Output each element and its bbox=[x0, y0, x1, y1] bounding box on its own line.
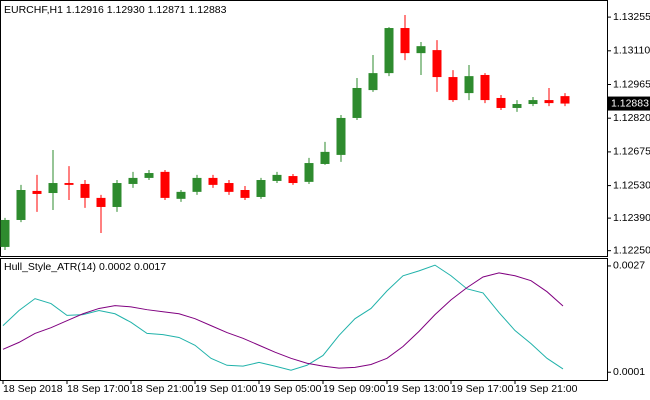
y-tick-label: 1.12530 bbox=[613, 179, 650, 191]
price-tag bbox=[608, 96, 650, 111]
y-tick-label: 1.12965 bbox=[613, 78, 650, 90]
candle-body bbox=[528, 100, 538, 105]
candle-body bbox=[272, 174, 282, 181]
y-tick-label: 0.0001 bbox=[613, 366, 645, 378]
candle-body bbox=[112, 183, 122, 207]
y-tick-label: 1.13255 bbox=[613, 11, 650, 23]
x-tick-label: 18 Sep 17:00 bbox=[67, 383, 130, 395]
candle-body bbox=[416, 46, 426, 54]
symbol: EURCHF,H1 bbox=[4, 4, 63, 16]
candle-body bbox=[96, 197, 106, 207]
candle-body bbox=[352, 87, 362, 118]
x-tick-label: 19 Sep 13:00 bbox=[387, 383, 450, 395]
candle-body bbox=[64, 183, 74, 185]
candle-body bbox=[336, 117, 346, 155]
indicator-value: 0.0002 bbox=[99, 261, 131, 273]
ohlc-value: 1.12916 bbox=[66, 4, 104, 16]
candle-body bbox=[320, 151, 330, 164]
candle-body bbox=[464, 76, 474, 94]
ohlc-value: 1.12883 bbox=[189, 4, 227, 16]
candle-body bbox=[32, 190, 42, 194]
x-tick-label: 18 Sep 21:00 bbox=[131, 383, 194, 395]
main-pane bbox=[0, 0, 608, 257]
candle-body bbox=[224, 183, 234, 192]
y-tick-label: 1.13110 bbox=[613, 45, 650, 57]
chart-title: EURCHF,H1 1.12916 1.12930 1.12871 1.1288… bbox=[4, 4, 227, 16]
indicator-line bbox=[2, 272, 564, 369]
candle-body bbox=[80, 183, 90, 198]
candle-body bbox=[176, 191, 186, 199]
candle-body bbox=[432, 50, 442, 78]
candle-body bbox=[512, 104, 522, 108]
x-tick-label: 19 Sep 21:00 bbox=[515, 383, 578, 395]
x-tick-label: 19 Sep 01:00 bbox=[195, 383, 258, 395]
candle-body bbox=[304, 163, 314, 182]
candle-body bbox=[288, 176, 298, 184]
candle-body bbox=[544, 100, 554, 104]
candle-body bbox=[128, 177, 138, 184]
candle-body bbox=[368, 73, 378, 91]
candle-body bbox=[448, 77, 458, 101]
x-tick-label: 19 Sep 09:00 bbox=[323, 383, 386, 395]
ohlc-value: 1.12930 bbox=[107, 4, 145, 16]
x-tick-label: 19 Sep 05:00 bbox=[259, 383, 322, 395]
ohlc-value: 1.12871 bbox=[148, 4, 186, 16]
candle-body bbox=[192, 177, 202, 192]
current-price: 1.12883 bbox=[611, 97, 649, 109]
candle-body bbox=[160, 171, 170, 198]
indicator-pane bbox=[0, 258, 608, 381]
candle-body bbox=[256, 180, 266, 197]
candle-body bbox=[400, 28, 410, 54]
y-tick-label: 1.12390 bbox=[613, 212, 650, 224]
candle-body bbox=[240, 190, 250, 198]
candle-body bbox=[48, 183, 58, 194]
candle-body bbox=[384, 28, 394, 74]
candle-body bbox=[560, 96, 570, 104]
indicator-value: 0.0017 bbox=[134, 261, 166, 273]
candle-body bbox=[480, 74, 490, 101]
candle-body bbox=[0, 219, 10, 247]
y-tick-label: 1.12675 bbox=[613, 146, 650, 158]
candle-body bbox=[496, 97, 506, 108]
candle-body bbox=[16, 190, 26, 220]
candle-body bbox=[208, 177, 218, 185]
x-tick-label: 19 Sep 17:00 bbox=[451, 383, 514, 395]
indicator-line bbox=[2, 264, 564, 371]
x-tick-label: 18 Sep 2018 bbox=[3, 383, 63, 395]
y-tick-label: 1.12820 bbox=[613, 112, 650, 124]
indicator-title: Hull_Style_ATR(14) 0.0002 0.0017 bbox=[4, 261, 166, 273]
y-tick-label: 0.0027 bbox=[613, 260, 645, 272]
candle-body bbox=[144, 173, 154, 178]
indicator-name: Hull_Style_ATR(14) bbox=[4, 261, 96, 273]
y-tick-label: 1.12250 bbox=[613, 244, 650, 256]
